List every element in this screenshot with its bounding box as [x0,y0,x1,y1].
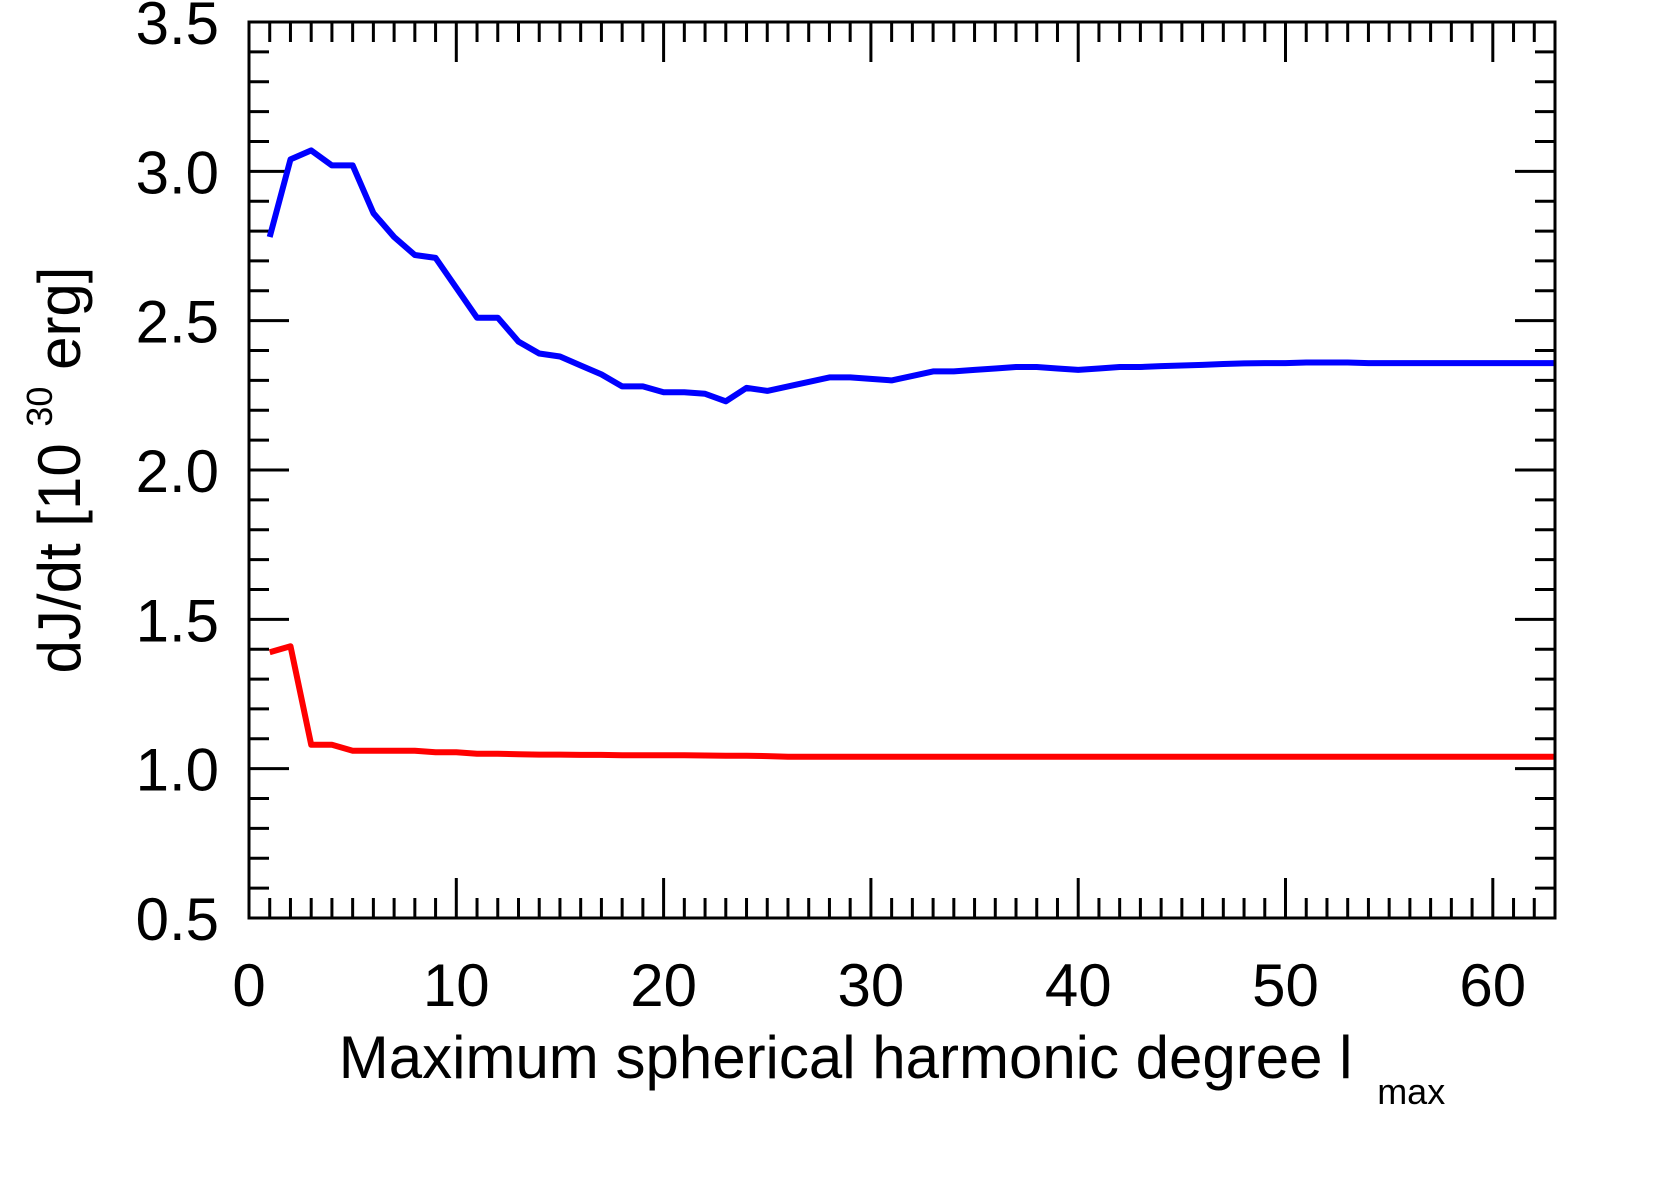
x-tick-label: 20 [630,952,697,1019]
y-tick-label: 3.0 [136,139,219,206]
x-tick-label: 40 [1045,952,1112,1019]
axis-ticks [247,20,1557,920]
series-lines [266,147,1555,760]
tick-labels: 0 10 20 30 40 50 60 0.5 1.0 1.5 2.0 2.5 3.0 3.5 [136,0,1527,1019]
x-axis-title-main: Maximum spherical harmonic degree l [339,1024,1353,1091]
y-tick-label: 2.5 [136,289,219,356]
plot-frame [247,20,1557,920]
x-axis-title: Maximum spherical harmonic degree l max [339,1024,1445,1112]
x-axis-title-subscript: max [1377,1071,1445,1112]
y-axis-title: dJ/dt [10 30 erg] [0,267,93,674]
x-tick-label: 50 [1252,952,1319,1019]
y-axis-title-suffix: erg] [26,267,93,370]
x-tick-label: 30 [838,952,905,1019]
y-tick-label: 1.0 [136,737,219,804]
y-axis-title-prefix: dJ/dt [10 [26,443,93,673]
x-tick-label: 0 [232,952,265,1019]
series-line-blue [266,147,1555,405]
y-tick-label: 2.0 [136,438,219,505]
x-tick-label: 10 [423,952,490,1019]
y-tick-label: 1.5 [136,587,219,654]
series-line-red [268,643,1555,760]
y-tick-label: 3.5 [136,0,219,57]
x-tick-label: 60 [1459,952,1526,1019]
y-axis-title-superscript: 30 [19,387,60,427]
y-tick-label: 0.5 [136,886,219,953]
